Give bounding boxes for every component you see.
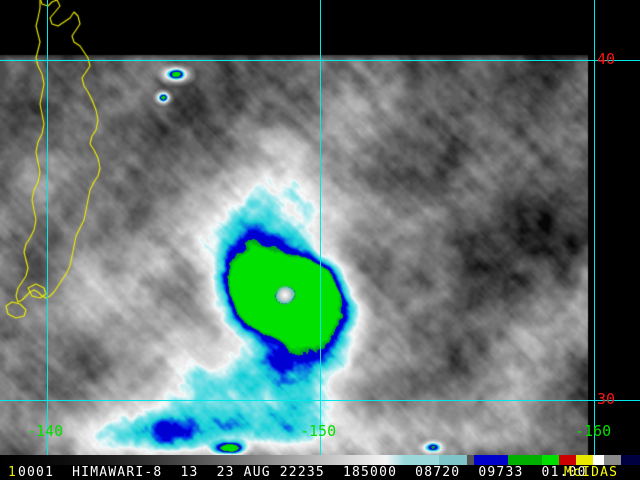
colorbar-segment	[0, 455, 56, 465]
colorbar-segment	[576, 455, 594, 465]
colorbar-segment	[350, 455, 387, 465]
latitude-label: 30	[597, 390, 616, 408]
annotation-text: 0001 HIMAWARI-8 13 23 AUG 22235 185000 0…	[18, 465, 587, 480]
colorbar-segment	[474, 455, 509, 465]
colorbar-segment	[225, 455, 270, 465]
enhancement-colorbar[interactable]	[0, 455, 640, 465]
colorbar-segment	[508, 455, 543, 465]
colorbar-segment	[466, 455, 475, 465]
annotation-bar: 1 0001 HIMAWARI-8 13 23 AUG 22235 185000…	[0, 465, 640, 480]
colorbar-segment	[438, 455, 468, 465]
colorbar-segment	[621, 455, 640, 465]
colorbar-segment	[604, 455, 622, 465]
colorbar-segment	[310, 455, 351, 465]
mcidas-brand-label: McIDAS	[564, 465, 619, 480]
satellite-image-area[interactable]	[0, 0, 640, 455]
colorbar-segment	[559, 455, 577, 465]
colorbar-segment	[101, 455, 142, 465]
longitude-label: -140	[27, 422, 64, 440]
colorbar-segment	[592, 455, 605, 465]
longitude-label: -160	[575, 422, 612, 440]
annotation-leading-digit: 1	[8, 465, 18, 480]
colorbar-segment	[385, 455, 406, 465]
infrared-satellite-image[interactable]	[0, 0, 640, 455]
colorbar-segment	[404, 455, 440, 465]
colorbar-segment	[184, 455, 227, 465]
colorbar-segment	[269, 455, 312, 465]
colorbar-segment	[54, 455, 103, 465]
colorbar-segment	[542, 455, 560, 465]
latitude-label: 40	[597, 50, 616, 68]
longitude-label: -150	[300, 422, 337, 440]
colorbar-segment	[141, 455, 186, 465]
